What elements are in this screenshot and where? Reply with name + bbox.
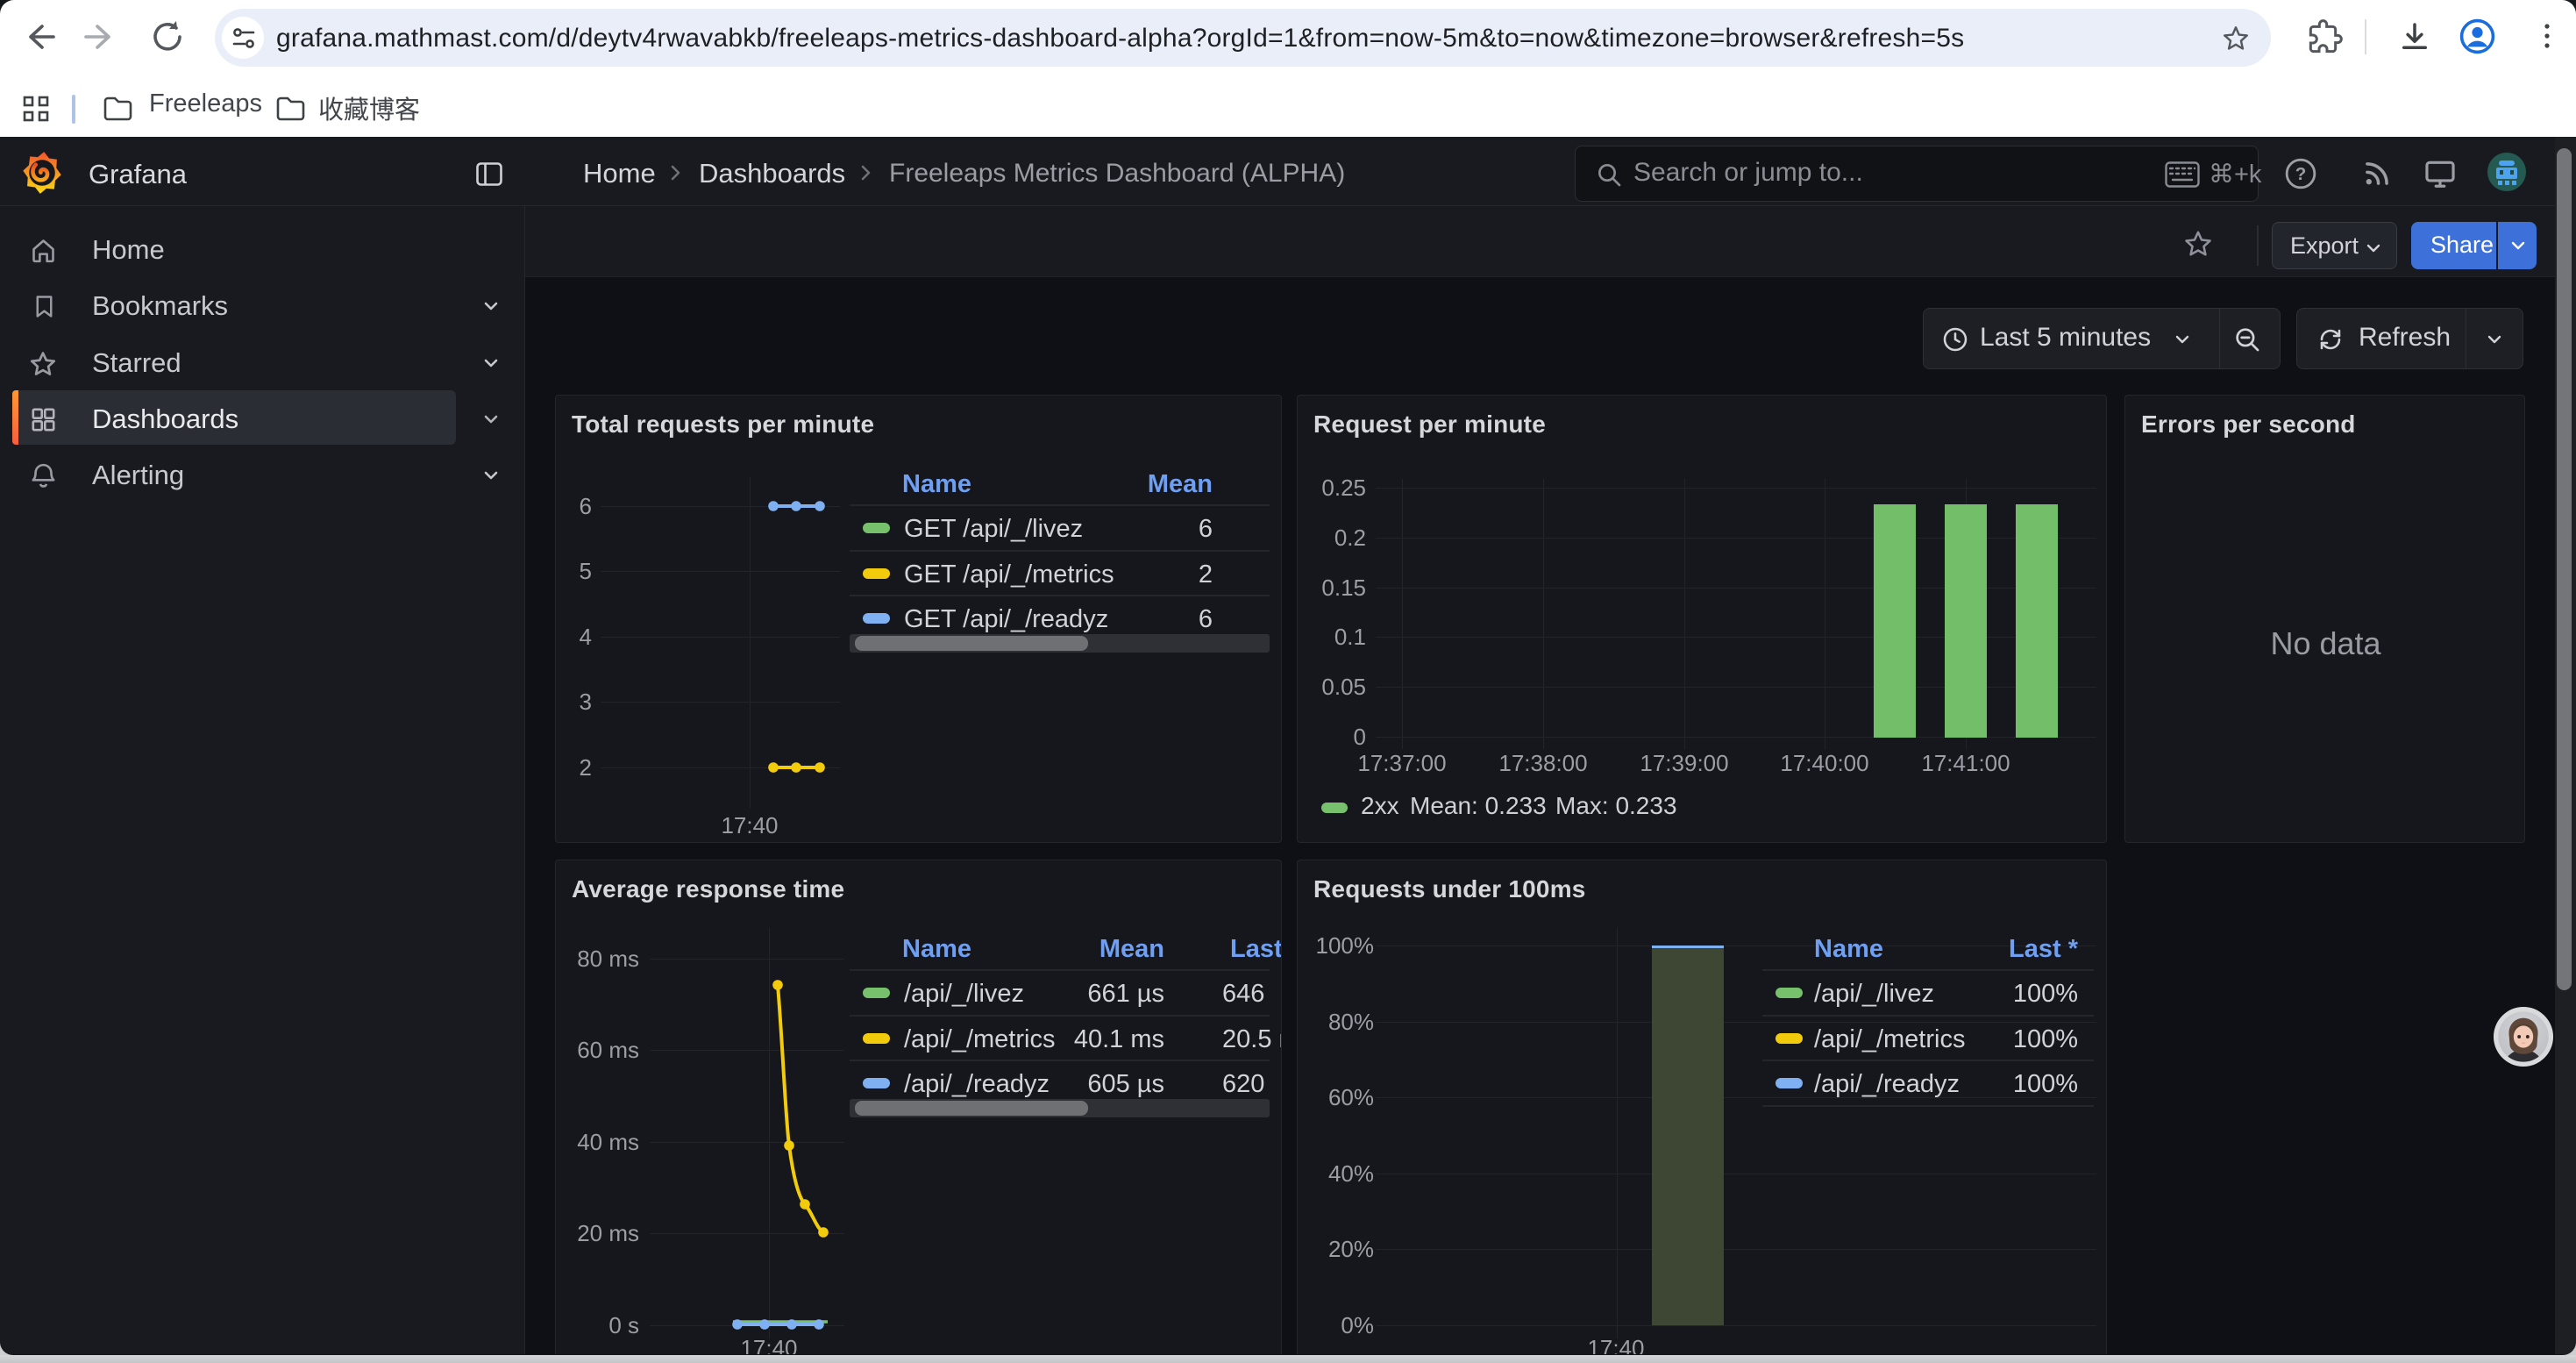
svg-text:2xx: 2xx <box>1361 792 1399 819</box>
svg-text:605 µs: 605 µs <box>1087 1070 1164 1098</box>
svg-text:/api/_/readyz: /api/_/readyz <box>904 1070 1050 1098</box>
svg-text:Last *: Last * <box>2009 935 2079 963</box>
svg-text:/api/_/livez: /api/_/livez <box>904 980 1024 1008</box>
svg-text:0.25: 0.25 <box>1321 475 1366 501</box>
svg-text:4: 4 <box>580 624 592 650</box>
svg-text:60%: 60% <box>1328 1084 1374 1110</box>
svg-text:80 ms: 80 ms <box>577 946 639 972</box>
svg-text:/api/_/metrics: /api/_/metrics <box>904 1025 1055 1053</box>
svg-text:620: 620 <box>1222 1070 1264 1098</box>
svg-text:0.1: 0.1 <box>1334 624 1366 650</box>
svg-text:Mean: Mean <box>1148 470 1213 498</box>
svg-text:60 ms: 60 ms <box>577 1037 639 1063</box>
svg-text:0.15: 0.15 <box>1321 574 1366 601</box>
svg-text:80%: 80% <box>1328 1009 1374 1035</box>
svg-text:/api/_/livez: /api/_/livez <box>1814 980 1934 1008</box>
svg-text:40 ms: 40 ms <box>577 1129 639 1155</box>
svg-text:0 s: 0 s <box>608 1312 639 1338</box>
svg-text:17:40: 17:40 <box>740 1335 797 1354</box>
svg-text:0%: 0% <box>1341 1312 1374 1338</box>
svg-text:17:41:00: 17:41:00 <box>1921 750 2010 776</box>
svg-text:17:40: 17:40 <box>1587 1335 1644 1354</box>
svg-text:100%: 100% <box>2013 980 2078 1008</box>
svg-text:6: 6 <box>580 493 592 519</box>
svg-text:17:37:00: 17:37:00 <box>1357 750 1446 776</box>
svg-text:/api/_/metrics: /api/_/metrics <box>1814 1025 1965 1053</box>
svg-text:6: 6 <box>1199 515 1213 543</box>
svg-text:20%: 20% <box>1328 1236 1374 1262</box>
svg-text:GET /api/_/readyz: GET /api/_/readyz <box>904 605 1108 633</box>
svg-text:3: 3 <box>580 689 592 715</box>
svg-text:GET /api/_/metrics: GET /api/_/metrics <box>904 560 1114 589</box>
svg-text:646: 646 <box>1222 980 1264 1008</box>
svg-text:Mean: Mean <box>1099 935 1164 963</box>
svg-text:5: 5 <box>580 558 592 584</box>
svg-text:Name: Name <box>902 935 971 963</box>
svg-text:17:40:00: 17:40:00 <box>1780 750 1868 776</box>
svg-text:100%: 100% <box>1316 932 1375 959</box>
svg-text:0.2: 0.2 <box>1334 525 1366 551</box>
svg-text:0.05: 0.05 <box>1321 674 1366 700</box>
svg-text:2: 2 <box>580 754 592 781</box>
svg-text:40.1 ms: 40.1 ms <box>1074 1025 1164 1053</box>
svg-text:17:39:00: 17:39:00 <box>1640 750 1728 776</box>
svg-text:Mean: 0.233: Mean: 0.233 <box>1410 792 1547 819</box>
svg-text:6: 6 <box>1199 605 1213 633</box>
svg-text:20.5 m: 20.5 m <box>1222 1025 1281 1053</box>
svg-text:Last *: Last * <box>1230 935 1281 963</box>
svg-text:100%: 100% <box>2013 1070 2078 1098</box>
svg-text:Name: Name <box>1814 935 1883 963</box>
svg-text:20 ms: 20 ms <box>577 1220 639 1246</box>
svg-text:/api/_/readyz: /api/_/readyz <box>1814 1070 1960 1098</box>
svg-text:GET /api/_/livez: GET /api/_/livez <box>904 515 1083 543</box>
svg-text:17:40: 17:40 <box>721 812 778 838</box>
svg-text:?: ? <box>2295 164 2307 184</box>
svg-text:Max: 0.233: Max: 0.233 <box>1555 792 1677 819</box>
svg-text:0: 0 <box>1354 724 1366 750</box>
svg-text:Name: Name <box>902 470 971 498</box>
svg-text:661 µs: 661 µs <box>1087 980 1164 1008</box>
svg-text:100%: 100% <box>2013 1025 2078 1053</box>
svg-text:40%: 40% <box>1328 1160 1374 1187</box>
svg-text:17:38:00: 17:38:00 <box>1498 750 1587 776</box>
svg-text:2: 2 <box>1199 560 1213 589</box>
